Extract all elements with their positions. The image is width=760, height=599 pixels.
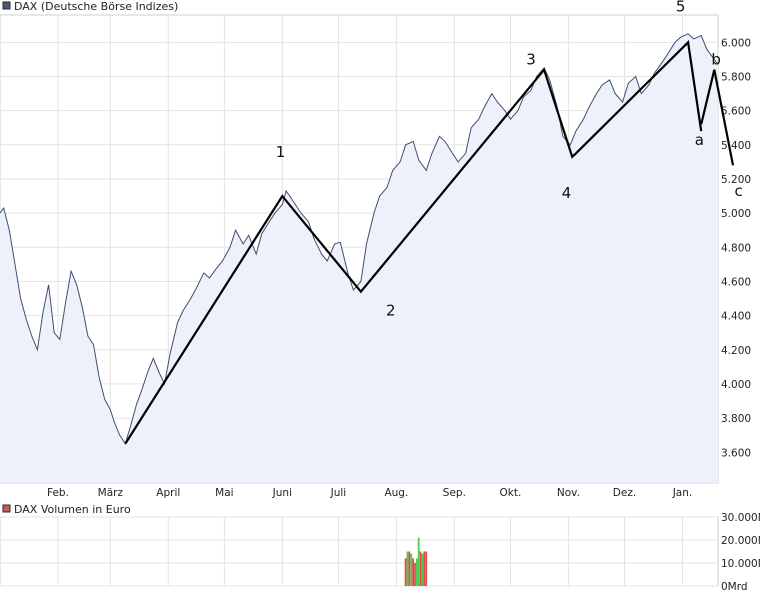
- x-tick-label: Mai: [215, 487, 233, 499]
- x-tick-label: Juli: [330, 487, 347, 499]
- x-tick-label: Dez.: [613, 487, 636, 499]
- price-y-tick-label: 5.000: [721, 208, 751, 220]
- price-y-tick-label: 4.200: [721, 345, 751, 357]
- wave-label: 5: [676, 0, 686, 16]
- x-axis: Feb. März April Mai Juni Juli Aug. Sep. Okt. Nov.…: [47, 487, 692, 499]
- price-y-tick-label: 4.800: [721, 242, 751, 254]
- price-y-tick-label: 3.800: [721, 413, 751, 425]
- volume-y-tick-label: 0Mrd: [721, 581, 748, 593]
- price-area: [0, 33, 719, 484]
- volume-bar: [417, 537, 420, 586]
- volume-bar: [406, 551, 409, 586]
- wave-label: b: [711, 51, 721, 69]
- volume-bars: [404, 537, 428, 586]
- wave-label: a: [695, 131, 704, 149]
- price-y-tick-label: 5.400: [721, 140, 751, 152]
- volume-bar: [410, 553, 413, 586]
- volume-y-axis: 0Mrd 10.000M 20.000M 30.000M: [721, 512, 760, 593]
- volume-bar: [419, 551, 422, 586]
- price-legend-swatch: [2, 1, 11, 10]
- price-panel: DAX (Deutsche Börse Indizes) 3.600 3.800 4…: [0, 0, 751, 499]
- x-tick-label: Juni: [272, 487, 292, 499]
- wave-label: 2: [386, 302, 396, 320]
- price-y-tick-label: 4.000: [721, 379, 751, 391]
- volume-bar: [404, 558, 407, 586]
- price-y-tick-label: 5.200: [721, 174, 751, 186]
- x-tick-label: Feb.: [47, 487, 69, 499]
- price-y-tick-label: 4.400: [721, 311, 751, 323]
- volume-bar: [412, 558, 414, 586]
- price-legend-title: DAX (Deutsche Börse Indizes): [14, 0, 178, 13]
- volume-grid: [0, 516, 718, 587]
- volume-plot-area: [0, 516, 719, 587]
- wave-line: [124, 39, 703, 445]
- x-tick-label: Aug.: [384, 487, 408, 499]
- volume-y-tick-label: 30.000M: [721, 512, 760, 524]
- price-y-axis: 3.600 3.800 4.000 4.200 4.400 4.600 4.800 5.000…: [721, 37, 751, 459]
- x-tick-label: Okt.: [500, 487, 522, 499]
- x-tick-label: Nov.: [557, 487, 580, 499]
- volume-bar: [423, 551, 426, 586]
- volume-bar: [414, 563, 416, 586]
- volume-y-tick-label: 20.000M: [721, 535, 760, 547]
- wave-label: 4: [562, 184, 572, 202]
- wave-label: c: [734, 182, 742, 200]
- elliott-wave-labels: 1 2 3 4 5 a b c: [276, 0, 743, 320]
- volume-legend-swatch: [2, 504, 11, 513]
- x-tick-label: Jan.: [672, 487, 693, 499]
- price-y-tick-label: 3.600: [721, 447, 751, 459]
- volume-bar: [425, 551, 428, 586]
- price-y-tick-label: 5.600: [721, 106, 751, 118]
- price-y-tick-label: 5.800: [721, 71, 751, 83]
- wave-line: [700, 69, 735, 166]
- volume-bar: [408, 551, 411, 586]
- volume-bar: [421, 553, 424, 586]
- price-y-tick-label: 6.000: [721, 37, 751, 49]
- volume-panel: DAX Volumen in Euro 0Mrd 10.000M 20.000M 30…: [0, 503, 760, 593]
- wave-label: 1: [276, 143, 286, 161]
- wave-label: 3: [526, 51, 536, 69]
- volume-y-tick-label: 10.000M: [721, 558, 760, 570]
- x-tick-label: April: [156, 487, 180, 499]
- price-area-fill: [0, 33, 718, 484]
- price-line: [0, 33, 719, 445]
- volume-legend-title: DAX Volumen in Euro: [14, 503, 131, 516]
- price-y-tick-label: 4.600: [721, 276, 751, 288]
- volume-bar: [416, 558, 418, 586]
- x-tick-label: März: [98, 487, 124, 499]
- elliott-wave-lines: [124, 39, 735, 445]
- x-tick-label: Sep.: [443, 487, 466, 499]
